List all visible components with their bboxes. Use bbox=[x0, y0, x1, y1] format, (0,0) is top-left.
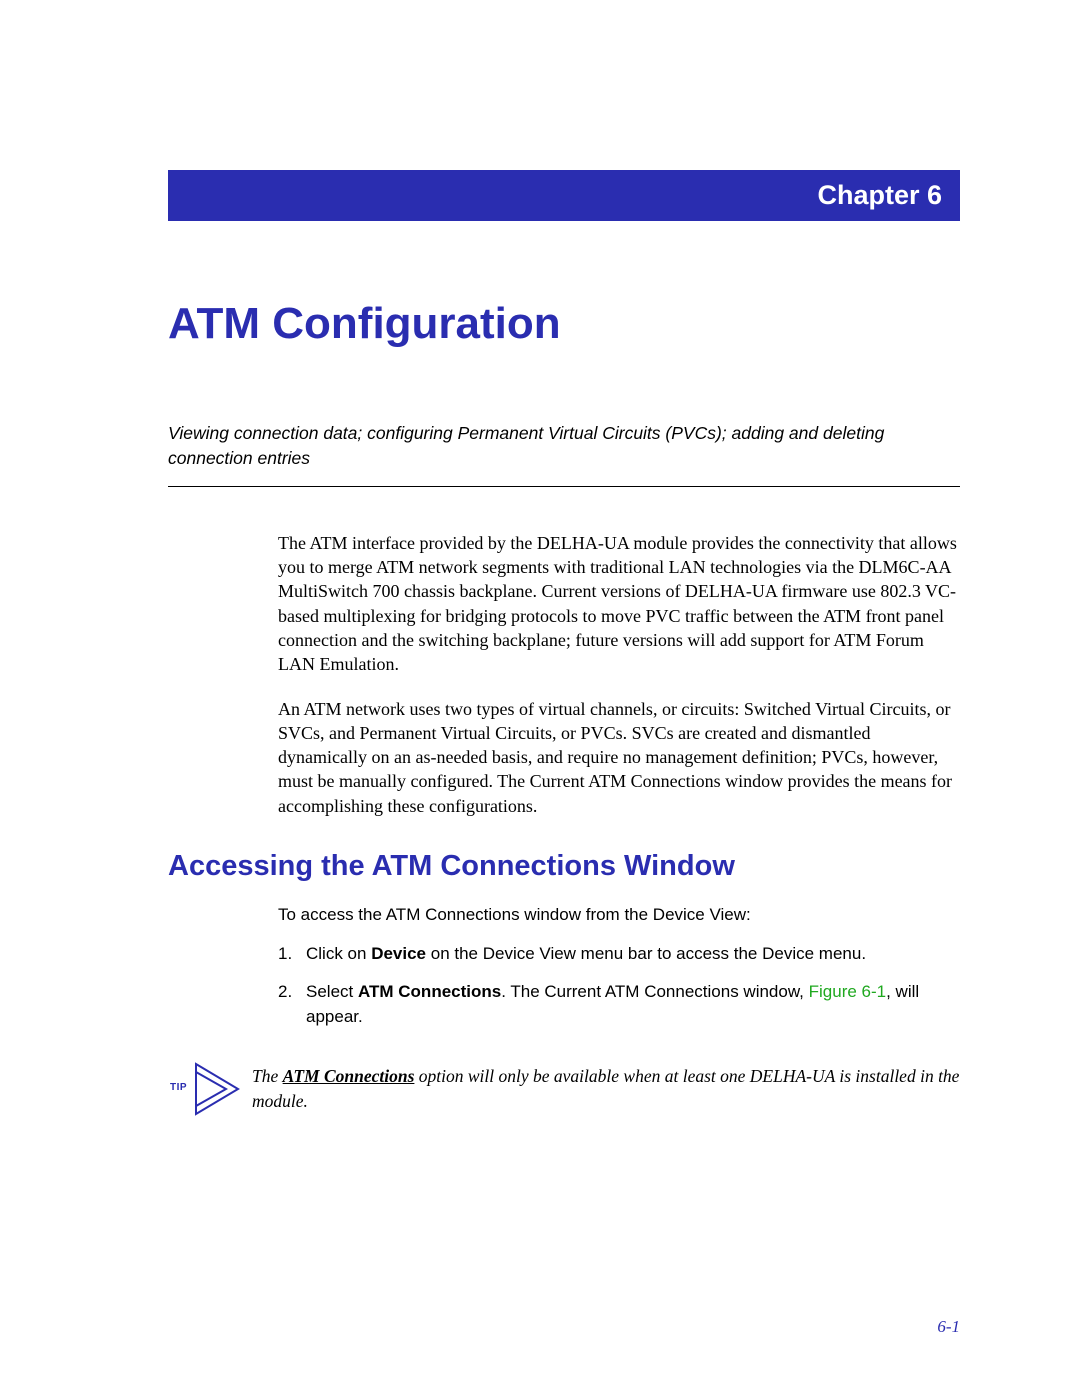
step-2-text-a: Select bbox=[306, 982, 358, 1001]
document-page: Chapter 6 ATM Configuration Viewing conn… bbox=[0, 0, 1080, 1178]
step-2: Select ATM Connections. The Current ATM … bbox=[278, 979, 960, 1030]
chapter-label: Chapter 6 bbox=[817, 180, 942, 210]
tip-icon: TIP bbox=[168, 1060, 240, 1118]
page-number: 6-1 bbox=[937, 1317, 960, 1337]
step-2-bold: ATM Connections bbox=[358, 982, 501, 1001]
section-intro: To access the ATM Connections window fro… bbox=[278, 905, 960, 925]
step-1-text-a: Click on bbox=[306, 944, 371, 963]
step-1-text-c: on the Device View menu bar to access th… bbox=[426, 944, 866, 963]
tip-callout: TIP The ATM Connections option will only… bbox=[168, 1060, 960, 1118]
step-1: Click on Device on the Device View menu … bbox=[278, 941, 960, 967]
section-body: To access the ATM Connections window fro… bbox=[278, 905, 960, 1030]
figure-reference[interactable]: Figure 6-1 bbox=[809, 982, 886, 1001]
tip-text-bold: ATM Connections bbox=[283, 1066, 415, 1086]
paragraph-2: An ATM network uses two types of virtual… bbox=[278, 697, 960, 818]
subtitle: Viewing connection data; configuring Per… bbox=[168, 421, 960, 487]
section-heading: Accessing the ATM Connections Window bbox=[168, 850, 960, 883]
step-1-bold: Device bbox=[371, 944, 426, 963]
step-2-text-c: . The Current ATM Connections window, bbox=[501, 982, 808, 1001]
body-content: The ATM interface provided by the DELHA-… bbox=[278, 531, 960, 818]
paragraph-1: The ATM interface provided by the DELHA-… bbox=[278, 531, 960, 677]
tip-text: The ATM Connections option will only be … bbox=[252, 1064, 960, 1113]
step-list: Click on Device on the Device View menu … bbox=[278, 941, 960, 1030]
page-title: ATM Configuration bbox=[168, 299, 960, 349]
chapter-bar: Chapter 6 bbox=[168, 170, 960, 221]
tip-text-a: The bbox=[252, 1066, 283, 1086]
tip-label: TIP bbox=[170, 1082, 187, 1093]
